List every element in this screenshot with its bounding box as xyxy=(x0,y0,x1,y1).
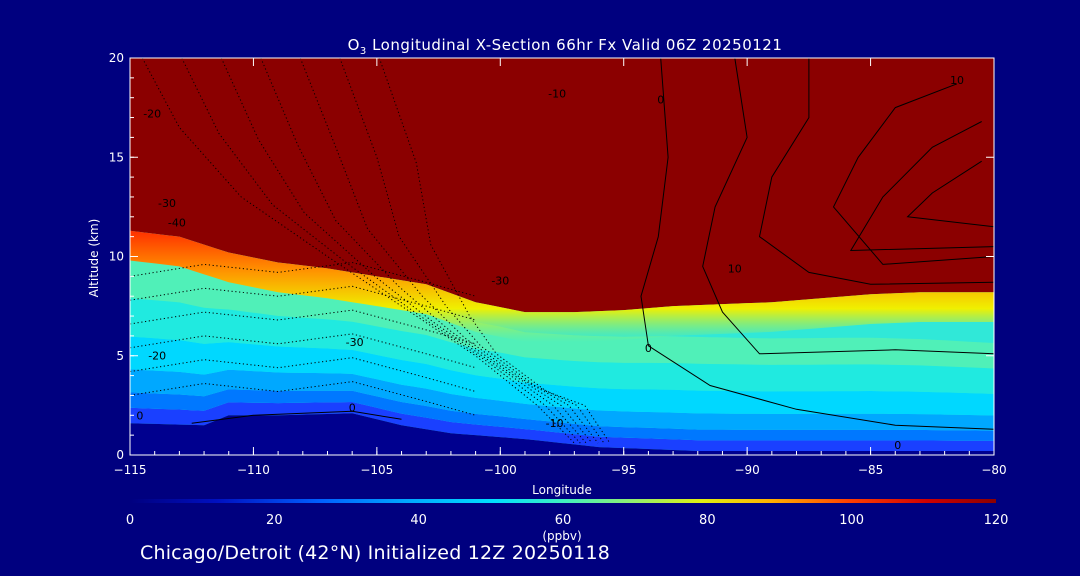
x-axis: −115 −110 −105 −100 −95 −90 −85 −80 xyxy=(114,58,1007,477)
contour-label: 0 xyxy=(645,342,652,355)
contour-label: -20 xyxy=(148,350,166,363)
contour-labels: -20 -30 -40 -20 -30 -30 -10 0 10 10 0 0 -10 0 0 xyxy=(136,74,964,452)
colorbar-ticks: 0 20 40 60 80 100 120 xyxy=(126,513,1009,528)
contour-lines xyxy=(130,58,994,444)
contour-label: 0 xyxy=(894,439,901,452)
x-axis-label: Longitude xyxy=(532,483,592,497)
contour-label: 0 xyxy=(349,401,356,414)
positive-contour-line xyxy=(849,121,994,252)
x-tick-label: −115 xyxy=(114,463,147,477)
negative-contour-line xyxy=(130,309,476,345)
y-tick-label: 0 xyxy=(116,448,124,462)
contour-label: 10 xyxy=(950,74,964,87)
concentration-band xyxy=(130,369,994,431)
negative-contour-line xyxy=(141,58,575,444)
positive-contour-line xyxy=(758,58,994,285)
plot-area: -20 -30 -40 -20 -30 -30 -10 0 10 10 0 0 -10 0 0 xyxy=(130,58,994,455)
negative-contour-line xyxy=(130,333,476,369)
concentration-band xyxy=(130,402,994,451)
contour-label: -10 xyxy=(546,417,564,430)
positive-contour-line xyxy=(906,160,994,228)
negative-contour-line xyxy=(378,58,611,444)
x-tick-label: −95 xyxy=(611,463,636,477)
contour-label: -10 xyxy=(548,88,566,101)
concentration-band xyxy=(130,336,994,416)
colorbar xyxy=(130,499,996,503)
positive-contour-line xyxy=(832,83,994,265)
concentration-band xyxy=(130,298,994,394)
colorbar-tick-label: 60 xyxy=(555,513,572,528)
terrain-mask xyxy=(130,413,994,455)
contour-label: -30 xyxy=(491,274,509,287)
contour-label: -40 xyxy=(168,217,186,230)
y-tick-label: 20 xyxy=(109,51,124,65)
negative-contour-line xyxy=(130,357,476,392)
contour-label: 0 xyxy=(136,409,143,422)
colorbar-tick-label: 80 xyxy=(699,513,716,528)
x-tick-label: −110 xyxy=(237,463,270,477)
negative-contour-line xyxy=(130,381,476,416)
y-axis-label: Altitude (km) xyxy=(87,219,101,298)
zero-contour-line xyxy=(640,58,994,430)
negative-contour-line xyxy=(130,285,476,321)
colorbar-tick-label: 40 xyxy=(410,513,427,528)
positive-contour-line xyxy=(702,58,994,355)
colorbar-unit-label: (ppbv) xyxy=(542,529,581,543)
contour-label: 0 xyxy=(657,94,664,107)
contour-label: 10 xyxy=(728,262,742,275)
y-tick-label: 10 xyxy=(109,250,124,264)
colorbar-tick-label: 120 xyxy=(984,513,1009,528)
chart-title: O3 Longitudinal X-Section 66hr Fx Valid … xyxy=(348,36,783,57)
concentration-band xyxy=(130,389,994,441)
y-axis: 0 5 10 15 20 xyxy=(109,51,994,462)
y-tick-label: 15 xyxy=(109,150,124,164)
tropopause-transition-band xyxy=(130,230,994,342)
run-info-footer: Chicago/Detroit (42°N) Initialized 12Z 2… xyxy=(140,542,611,564)
concentration-band xyxy=(130,259,994,369)
x-tick-label: −100 xyxy=(484,463,517,477)
negative-contour-line xyxy=(181,58,581,444)
stratosphere-region xyxy=(130,58,994,313)
contour-label: -30 xyxy=(158,197,176,210)
colorbar-tick-label: 100 xyxy=(839,513,864,528)
negative-contour-line xyxy=(130,261,476,297)
contour-label: -30 xyxy=(346,336,364,349)
x-tick-label: −85 xyxy=(858,463,883,477)
zero-contour-line xyxy=(191,410,402,424)
x-tick-label: −90 xyxy=(734,463,759,477)
x-tick-label: −80 xyxy=(981,463,1006,477)
negative-contour-line xyxy=(220,58,587,444)
x-tick-label: −105 xyxy=(360,463,393,477)
concentration-bands xyxy=(130,259,994,451)
colorbar-tick-label: 0 xyxy=(126,513,134,528)
y-tick-label: 5 xyxy=(116,349,124,363)
contour-label: -20 xyxy=(143,108,161,121)
colorbar-tick-label: 20 xyxy=(266,513,283,528)
negative-contour-line xyxy=(299,58,599,444)
